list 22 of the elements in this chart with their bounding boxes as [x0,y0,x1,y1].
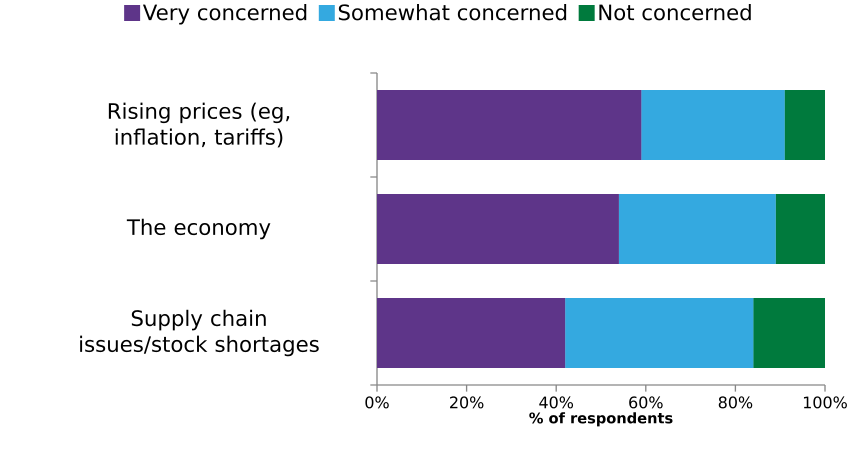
x-tick-label: 40% [539,396,574,408]
bar [377,90,642,160]
x-tick-label: 0% [365,396,389,408]
x-tick-label: 100% [804,396,847,408]
bar [641,90,785,160]
y-tick-label: The economy [126,218,270,240]
bar [776,194,826,264]
x-tick-label: 60% [629,396,663,408]
y-tick-label: Rising prices (eg, inflation, tariffs) [108,102,290,148]
x-tick-label: 80% [718,396,752,408]
bar [565,298,754,368]
bar [377,298,566,368]
bar [377,194,619,264]
bar [784,90,826,160]
bar [753,298,826,368]
legend-label: Not concerned [599,4,751,20]
x-axis-title: % of respondents [529,412,672,426]
legend-label: Somewhat concerned [338,4,566,20]
x-tick-label: 20% [450,396,484,408]
y-tick-label: Supply chain issues/stock shortages [80,310,319,356]
legend-label: Very concerned [142,4,306,25]
bar [618,194,776,264]
